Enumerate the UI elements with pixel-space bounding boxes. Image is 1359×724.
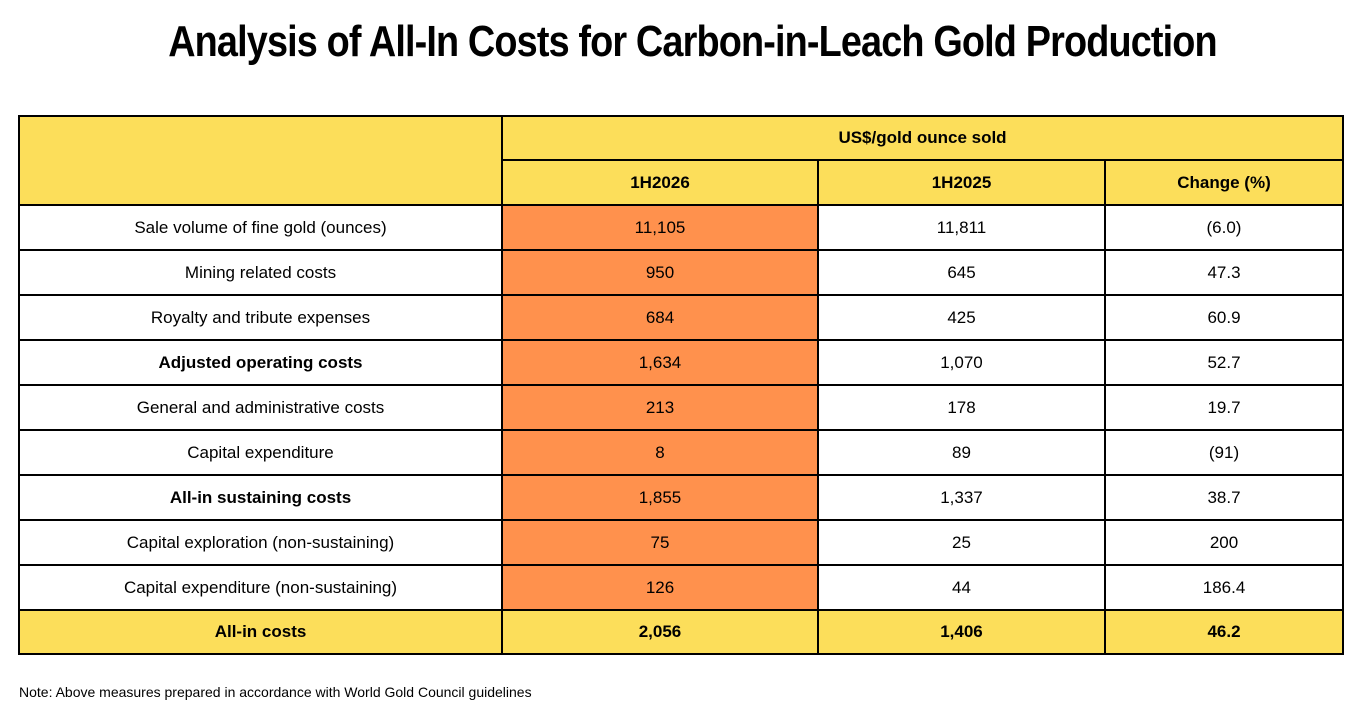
table-row: Mining related costs 950 645 47.3 — [18, 249, 1345, 296]
cell-1h2025: 89 — [817, 429, 1106, 476]
cell-1h2026: 213 — [501, 384, 819, 431]
footnote: Note: Above measures prepared in accorda… — [19, 684, 532, 700]
cell-1h2025: 11,811 — [817, 204, 1106, 251]
cell-1h2025: 645 — [817, 249, 1106, 296]
total-1h2025: 1,406 — [817, 609, 1106, 655]
cell-1h2025: 1,337 — [817, 474, 1106, 521]
cell-change: 200 — [1103, 519, 1345, 566]
row-label-header — [18, 115, 503, 206]
cell-1h2025: 1,070 — [817, 339, 1106, 386]
cell-1h2026: 11,105 — [501, 204, 819, 251]
table-subheader-row: 1H2026 1H2025 Change (%) — [19, 159, 1345, 206]
cell-change: 186.4 — [1103, 564, 1345, 611]
total-label: All-in costs — [18, 609, 503, 655]
table-row: Royalty and tribute expenses 684 425 60.9 — [18, 294, 1345, 341]
cell-1h2025: 425 — [817, 294, 1106, 341]
cell-1h2026: 126 — [501, 564, 819, 611]
row-label: General and administrative costs — [18, 384, 503, 431]
table-row: Capital expenditure (non-sustaining) 126 4… — [18, 564, 1345, 611]
cell-change: (6.0) — [1103, 204, 1345, 251]
table-row: General and administrative costs 213 178 19… — [18, 384, 1345, 431]
column-header-1h2025: 1H2025 — [817, 159, 1106, 206]
cell-change: 60.9 — [1103, 294, 1345, 341]
table-row: Capital exploration (non-sustaining) 75 25… — [18, 519, 1345, 566]
group-header: US$/gold ounce sold — [500, 115, 1345, 161]
table-row: Capital expenditure 8 89 (91) — [18, 429, 1345, 476]
row-label: Capital expenditure — [18, 429, 503, 476]
table-header-row: US$/gold ounce sold — [18, 115, 1345, 206]
total-row: All-in costs 2,056 1,406 46.2 — [18, 609, 1345, 655]
table-row: All-in sustaining costs 1,855 1,337 38.7 — [18, 474, 1345, 521]
cell-1h2026: 1,634 — [501, 339, 819, 386]
row-label: Adjusted operating costs — [18, 339, 503, 386]
row-label: Capital exploration (non-sustaining) — [18, 519, 503, 566]
cell-1h2025: 44 — [817, 564, 1106, 611]
page-title: Analysis of All-In Costs for Carbon-in-L… — [168, 17, 1217, 66]
cell-1h2026: 1,855 — [501, 474, 819, 521]
cell-1h2026: 684 — [501, 294, 819, 341]
cell-change: 19.7 — [1103, 384, 1345, 431]
row-label: Royalty and tribute expenses — [18, 294, 503, 341]
total-change: 46.2 — [1103, 609, 1345, 655]
cell-1h2026: 8 — [501, 429, 819, 476]
cell-change: 47.3 — [1103, 249, 1345, 296]
row-label: Mining related costs — [18, 249, 503, 296]
row-label: All-in sustaining costs — [18, 474, 503, 521]
cell-change: (91) — [1103, 429, 1345, 476]
row-label: Capital expenditure (non-sustaining) — [18, 564, 503, 611]
row-label: Sale volume of fine gold (ounces) — [18, 204, 503, 251]
cell-1h2026: 950 — [501, 249, 819, 296]
cell-1h2026: 75 — [501, 519, 819, 566]
column-header-1h2026: 1H2026 — [501, 159, 819, 206]
cell-1h2025: 178 — [817, 384, 1106, 431]
all-in-costs-table: US$/gold ounce sold 1H2026 1H2025 Change… — [18, 115, 1345, 655]
total-1h2026: 2,056 — [501, 609, 819, 655]
cell-1h2025: 25 — [817, 519, 1106, 566]
cell-change: 52.7 — [1103, 339, 1345, 386]
table-row: Adjusted operating costs 1,634 1,070 52.7 — [18, 339, 1345, 386]
table-row: Sale volume of fine gold (ounces) 11,105 1… — [18, 204, 1345, 251]
cell-change: 38.7 — [1103, 474, 1345, 521]
column-header-change: Change (%) — [1103, 159, 1345, 206]
